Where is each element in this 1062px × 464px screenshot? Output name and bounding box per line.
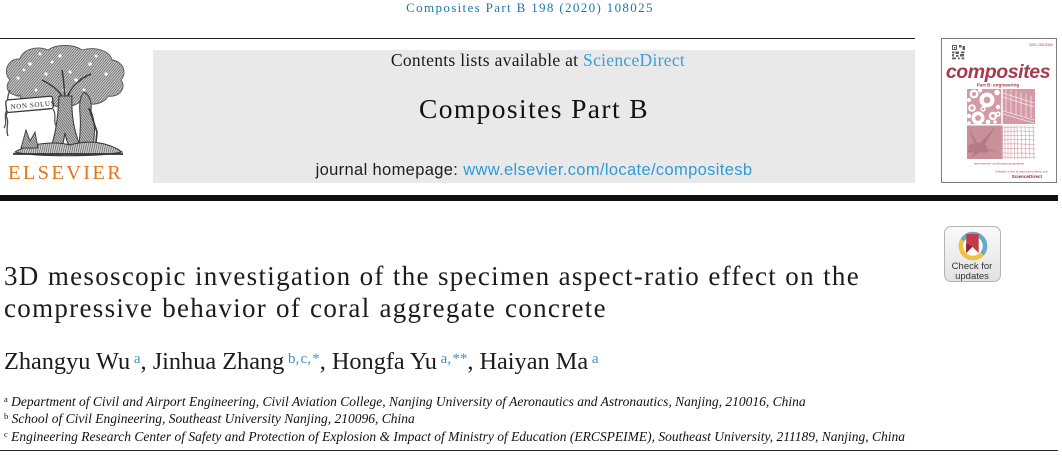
svg-text:www.elsevier.com/locate/compos: www.elsevier.com/locate/compositesb <box>974 162 1025 166</box>
svg-text:composites: composites <box>946 61 1051 83</box>
svg-text:NON SOLUS: NON SOLUS <box>10 99 55 111</box>
svg-text:Part B: engineering: Part B: engineering <box>977 83 1020 88</box>
svg-text:ISSN 1359-8368: ISSN 1359-8368 <box>1029 43 1053 47</box>
svg-text:ScienceDirect: ScienceDirect <box>1012 174 1043 179</box>
svg-text:Available online at www.scienc: Available online at www.sciencedirect.co… <box>996 170 1049 174</box>
